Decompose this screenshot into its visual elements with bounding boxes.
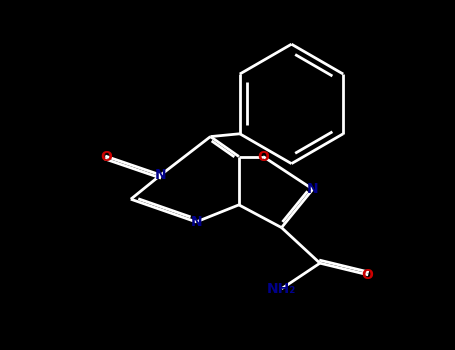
Text: O: O [101, 149, 112, 163]
Text: NH₂: NH₂ [267, 282, 296, 296]
Text: O: O [361, 267, 373, 281]
Text: N: N [307, 182, 318, 196]
Text: N: N [190, 215, 202, 229]
Text: O: O [257, 149, 269, 163]
Text: N: N [155, 168, 167, 182]
